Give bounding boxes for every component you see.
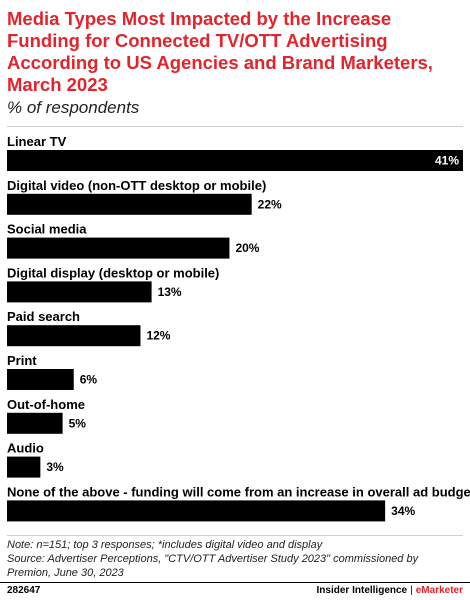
source-note: Note: n=151; top 3 responses; *includes …	[7, 538, 462, 580]
bar	[7, 193, 252, 215]
top-divider	[7, 126, 463, 127]
brand-separator: |	[410, 585, 413, 596]
value-label: 12%	[146, 329, 170, 343]
value-label: 3%	[46, 460, 64, 474]
note-line: Note: n=151; top 3 responses; *includes …	[7, 539, 323, 551]
bar	[7, 150, 463, 171]
category-label: Digital display (desktop or mobile)	[7, 265, 219, 280]
notes-divider	[7, 535, 463, 536]
value-label: 34%	[391, 504, 415, 518]
source-line-continued: Premion, June 30, 2023	[7, 567, 124, 579]
brand-credit: Insider Intelligence | eMarketer	[317, 585, 463, 596]
value-label: 20%	[235, 241, 259, 255]
bar	[7, 325, 141, 347]
source-line: Source: Advertiser Perceptions, "CTV/OTT…	[7, 553, 419, 565]
bar	[7, 500, 386, 522]
chart-title: Media Types Most Impacted by the Increas…	[7, 8, 433, 95]
bar	[7, 456, 41, 478]
brand-emarketer: eMarketer	[415, 585, 463, 596]
value-label: 41%	[435, 154, 459, 168]
bar	[7, 369, 74, 390]
bar	[7, 412, 63, 434]
value-label: 6%	[80, 373, 98, 387]
value-label: 13%	[158, 285, 182, 299]
category-label: Out-of-home	[7, 397, 85, 412]
category-label: Audio	[7, 441, 44, 456]
brand-insider-intelligence: Insider Intelligence	[316, 585, 408, 596]
category-label: Linear TV	[7, 134, 67, 149]
chart-id: 282647	[7, 585, 41, 596]
category-label: Social media	[7, 222, 87, 237]
category-label: Print	[7, 353, 37, 368]
value-label: 5%	[69, 416, 87, 430]
category-label: None of the above - funding will come fr…	[7, 484, 470, 499]
bar	[7, 237, 230, 259]
category-label: Digital video (non-OTT desktop or mobile…	[7, 178, 266, 193]
category-label: Paid search	[7, 309, 80, 324]
chart-subtitle: % of respondents	[7, 98, 140, 117]
footer-divider	[0, 582, 470, 583]
value-label: 22%	[258, 197, 282, 211]
bar	[7, 281, 152, 303]
